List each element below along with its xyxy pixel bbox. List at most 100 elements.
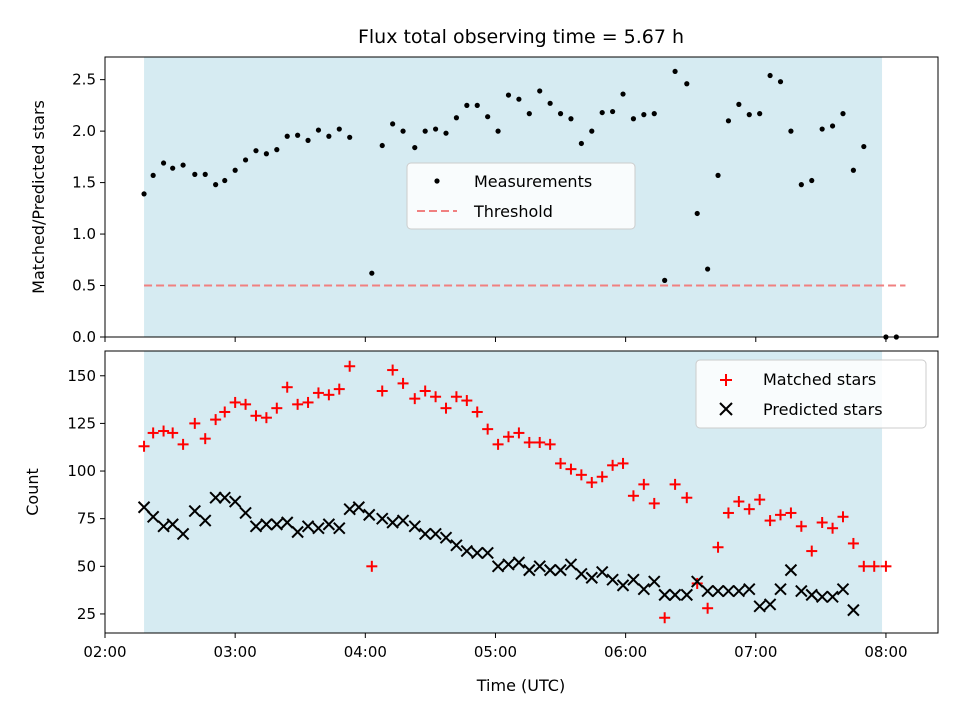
matched-point-67 (847, 537, 859, 549)
legend-matched-label: Matched stars (763, 370, 876, 389)
predicted-point-38 (533, 560, 546, 573)
x-tick-label-0: 02:00 (83, 643, 126, 661)
predicted-point-54 (701, 584, 714, 598)
matched-point-63 (806, 545, 818, 557)
legend-measurement-marker (434, 178, 440, 184)
predicted-point-23 (376, 512, 389, 525)
measurement-point-15 (295, 132, 301, 138)
measurement-point-40 (568, 116, 574, 122)
predicted-point-48 (637, 582, 651, 596)
matched-point-15 (292, 398, 304, 410)
predicted-point-68 (847, 603, 860, 617)
measurement-point-66 (840, 111, 846, 117)
matched-point-53 (702, 602, 714, 614)
predicted-point-63 (795, 584, 808, 598)
predicted-point-51 (668, 588, 682, 602)
predicted-point-14 (281, 516, 294, 529)
predicted-point-1 (146, 510, 160, 523)
predicted-point-27 (418, 527, 432, 541)
predicted-point-9 (228, 495, 242, 508)
bottom-y-tick-label-1: 50 (77, 557, 96, 575)
measurement-point-23 (390, 121, 396, 127)
legend-matched-marker (720, 374, 732, 386)
top-y-tick-label-1: 0.5 (72, 277, 96, 295)
matched-point-35 (513, 427, 525, 439)
legend-predicted-marker (719, 402, 733, 416)
matched-point-45 (617, 457, 629, 469)
matched-point-57 (743, 503, 755, 515)
matched-point-38 (544, 438, 556, 450)
figure-title: Flux total observing time = 5.67 h (358, 26, 684, 48)
predicted-point-33 (481, 546, 494, 560)
measurement-point-44 (610, 108, 616, 115)
measurement-point-42 (589, 128, 595, 134)
predicted-point-31 (460, 544, 474, 558)
matched-point-7 (210, 414, 222, 426)
measurement-point-51 (684, 81, 690, 87)
bottom-y-tick-label-4: 125 (67, 414, 96, 432)
x-tick-label-4: 06:00 (604, 643, 647, 661)
predicted-point-32 (471, 546, 484, 560)
measurement-point-49 (662, 277, 668, 283)
measurement-point-11 (253, 148, 259, 154)
measurement-point-48 (651, 111, 657, 117)
measurement-point-26 (422, 128, 428, 134)
predicted-point-44 (595, 565, 609, 579)
matched-point-36 (523, 436, 535, 448)
measurement-point-19 (336, 126, 342, 132)
measurement-point-30 (464, 102, 470, 108)
matched-point-33 (492, 438, 504, 450)
measurement-point-0 (141, 191, 147, 197)
matched-point-52 (691, 577, 703, 589)
matched-point-46 (627, 490, 639, 502)
measurement-point-32 (485, 114, 491, 120)
matched-point-20 (344, 360, 356, 372)
top-panel: 0.0 0.5 1.0 1.5 2.0 2.5 Matched/Predicted sta… (29, 56, 939, 346)
predicted-point-11 (249, 520, 263, 533)
matched-point-39 (555, 457, 567, 469)
predicted-point-2 (157, 520, 170, 533)
predicted-star-points (137, 491, 860, 617)
predicted-point-53 (691, 575, 704, 588)
matched-point-43 (596, 471, 608, 483)
predicted-point-50 (658, 588, 671, 602)
measurement-point-35 (516, 96, 522, 102)
measurement-point-28 (443, 130, 449, 136)
matched-point-30 (461, 395, 473, 407)
matched-point-44 (607, 459, 619, 471)
matched-point-10 (240, 398, 252, 410)
measurement-point-20 (347, 134, 353, 140)
matched-point-25 (409, 393, 421, 405)
matched-point-34 (502, 431, 514, 443)
matched-point-56 (733, 496, 745, 508)
predicted-point-47 (627, 573, 640, 586)
predicted-point-66 (826, 590, 839, 604)
measurement-point-67 (850, 167, 856, 173)
predicted-point-45 (606, 573, 619, 586)
matched-point-3 (167, 427, 179, 439)
matched-point-23 (387, 364, 399, 376)
measurement-point-9 (232, 167, 238, 173)
matched-point-27 (430, 391, 442, 403)
matched-point-42 (586, 476, 598, 488)
predicted-point-25 (396, 514, 410, 527)
matched-point-64 (816, 516, 828, 528)
matched-point-58 (754, 494, 766, 506)
matched-point-24 (397, 377, 409, 389)
measurement-point-58 (757, 111, 763, 117)
measurement-point-13 (274, 147, 280, 153)
predicted-point-58 (743, 582, 756, 596)
matched-point-50 (669, 478, 681, 490)
x-axis-label: Time (UTC) (476, 676, 565, 695)
predicted-point-59 (753, 600, 766, 613)
predicted-point-22 (363, 508, 376, 522)
measurement-point-38 (547, 100, 553, 106)
predicted-point-55 (711, 584, 725, 598)
predicted-point-35 (502, 558, 515, 571)
bottom-y-tick-label-3: 100 (67, 462, 96, 480)
measurement-point-68 (861, 143, 867, 150)
matched-point-21 (366, 560, 378, 572)
bottom-x-ticks: 02:00 03:00 04:00 05:00 06:00 07:00 08:00 (83, 633, 908, 661)
x-tick-label-5: 07:00 (734, 643, 777, 661)
matched-point-8 (219, 406, 231, 418)
